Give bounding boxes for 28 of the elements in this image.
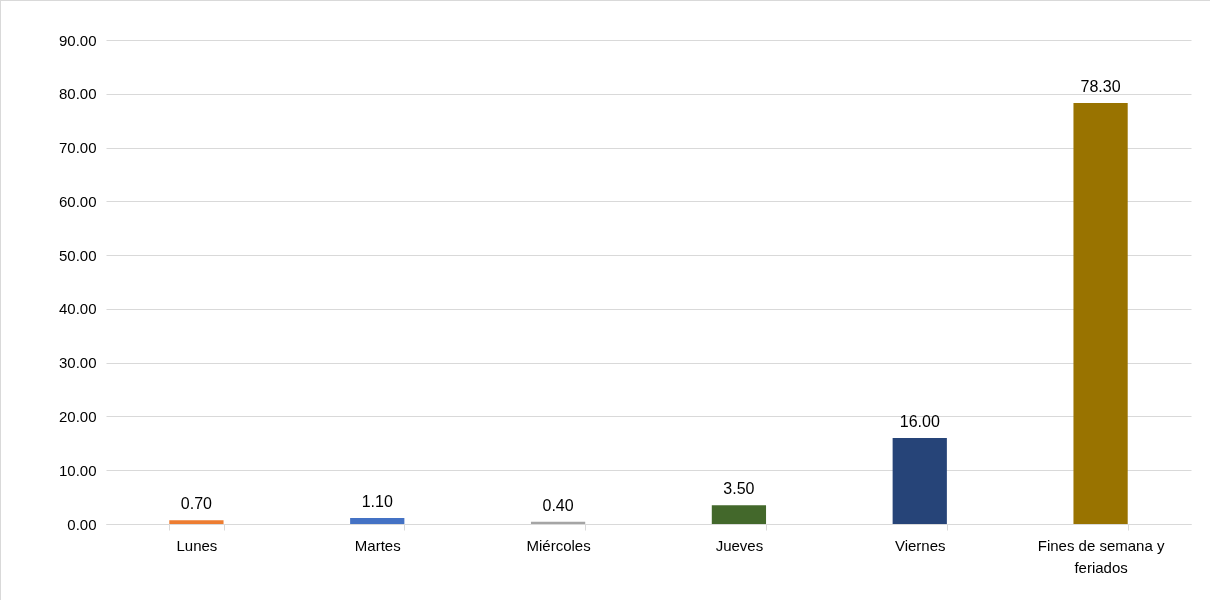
x-tick-label: Miércoles bbox=[526, 536, 591, 554]
x-tick-label: Jueves bbox=[715, 536, 764, 554]
y-tick-label: 60.00 bbox=[58, 192, 97, 210]
y-tick-label: 50.00 bbox=[58, 246, 97, 264]
y-tick-label: 90.00 bbox=[58, 31, 97, 49]
bar bbox=[711, 505, 767, 524]
y-tick-label: 0.00 bbox=[67, 515, 97, 533]
data-label: 0.40 bbox=[542, 496, 574, 514]
y-tick-label: 20.00 bbox=[58, 407, 97, 425]
bar bbox=[169, 520, 224, 524]
x-tick-label: Martes bbox=[354, 536, 401, 554]
data-label: 0.70 bbox=[180, 495, 213, 513]
x-tick-label: Lunes bbox=[176, 536, 218, 554]
data-label: 16.00 bbox=[899, 412, 940, 430]
y-tick-label: 40.00 bbox=[58, 300, 97, 318]
bar bbox=[350, 518, 405, 524]
y-tick-label: 70.00 bbox=[58, 139, 97, 157]
bar bbox=[1073, 102, 1128, 524]
y-tick-label: 30.00 bbox=[58, 354, 97, 372]
y-tick-label: 80.00 bbox=[58, 85, 97, 103]
x-tick-label: Fines de semana y feriados bbox=[1037, 536, 1165, 576]
bar bbox=[530, 521, 586, 524]
data-label: 3.50 bbox=[723, 480, 755, 498]
bar bbox=[892, 437, 947, 524]
data-label: 1.10 bbox=[361, 493, 393, 511]
y-tick-label: 10.00 bbox=[58, 461, 97, 479]
data-label: 78.30 bbox=[1080, 77, 1121, 95]
x-tick-label: Viernes bbox=[894, 536, 946, 554]
